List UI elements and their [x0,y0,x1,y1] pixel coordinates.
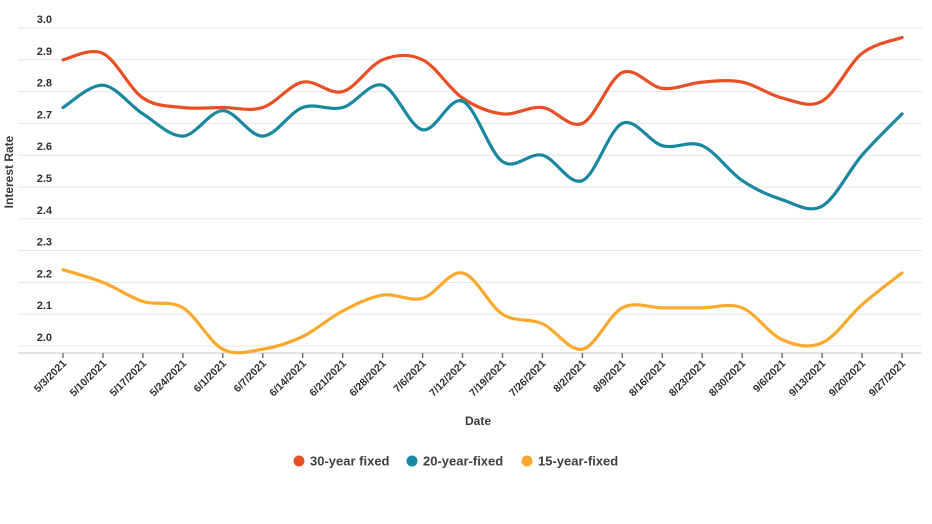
x-axis-ticks [62,353,903,358]
x-tick-label: 8/2/2021 [551,358,588,395]
y-tick-label: 2.3 [37,237,52,249]
legend-swatch-30-year-fixed-icon [293,455,305,467]
y-tick-label: 2.9 [37,46,52,58]
legend-label: 20-year-fixed [423,454,503,469]
legend-label: 15-year-fixed [538,454,618,469]
x-tick-label: 6/1/2021 [192,358,229,395]
x-tick-label: 6/21/2021 [307,358,349,400]
y-axis-title: Interest Rate [2,135,16,208]
x-tick-label: 5/17/2021 [108,358,150,400]
x-tick-label: 7/19/2021 [467,358,509,400]
y-axis-tick-labels: 3.0 2.9 2.8 2.7 2.6 2.5 2.4 2.3 2.2 2.1 2.0 [37,14,53,344]
x-tick-label: 9/13/2021 [787,358,829,400]
legend-item-15-year-fixed: 15-year-fixed [521,454,618,469]
x-tick-label: 7/6/2021 [391,358,428,395]
y-tick-label: 2.0 [37,332,52,344]
series-line-15-year-fixed [61,268,904,355]
series-lines [61,35,904,355]
x-tick-label: 8/9/2021 [591,358,628,395]
legend-item-20-year-fixed: 20-year-fixed [406,454,503,469]
series-line-20-year-fixed [61,83,904,211]
x-tick-label: 5/24/2021 [148,358,190,400]
x-tick-label: 5/10/2021 [68,358,110,400]
x-tick-label: 6/14/2021 [267,358,309,400]
x-tick-label: 7/12/2021 [427,358,469,400]
x-axis-title: Date [465,414,491,428]
y-tick-label: 2.4 [37,205,53,217]
x-tick-label: 9/6/2021 [751,358,788,395]
legend-swatch-20-year-fixed-icon [406,455,418,467]
x-tick-label: 9/20/2021 [827,358,869,400]
x-tick-label: 8/23/2021 [667,358,709,400]
series-line-30-year-fixed [61,35,904,127]
x-tick-label: 5/3/2021 [32,358,69,395]
x-tick-label: 8/16/2021 [627,358,669,400]
x-tick-label: 8/30/2021 [707,358,749,400]
y-tick-label: 2.5 [37,173,52,185]
y-tick-label: 2.2 [37,268,52,280]
y-tick-label: 2.1 [37,300,52,312]
y-gridlines [18,27,922,347]
y-tick-label: 2.8 [37,78,52,90]
x-tick-label: 7/26/2021 [507,358,549,400]
y-tick-label: 3.0 [37,14,52,26]
x-tick-label: 9/27/2021 [867,358,909,400]
legend-label: 30-year fixed [310,454,390,469]
y-tick-label: 2.6 [37,141,52,153]
legend: 30-year fixed 20-year-fixed 15-year-fixed [293,454,618,469]
y-tick-label: 2.7 [37,109,52,121]
x-tick-label: 6/28/2021 [347,358,389,400]
legend-swatch-15-year-fixed-icon [521,455,533,467]
x-tick-label: 6/7/2021 [232,358,269,395]
legend-item-30-year-fixed: 30-year fixed [293,454,390,469]
